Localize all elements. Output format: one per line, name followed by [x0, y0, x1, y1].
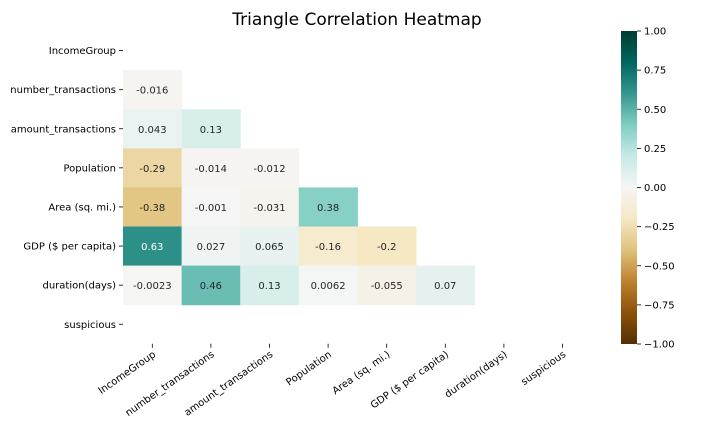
colorbar-gradient — [621, 31, 637, 344]
row-label-gdp-per-capita: GDP ($ per capita) — [23, 242, 116, 253]
cell-value-label: 0.027 — [197, 242, 226, 253]
heatmap-cell-r4-c0 — [123, 187, 183, 227]
cell-value-label: 0.13 — [258, 281, 280, 292]
column-label-area-sq-mi: Area (sq. mi.) — [331, 349, 393, 397]
heatmap-cell-r6-c5 — [416, 265, 476, 306]
heatmap-cell-r4-c1 — [181, 187, 241, 227]
cell-value-label: -0.0023 — [133, 281, 172, 292]
colorbar-tick-label: 1.00 — [644, 27, 666, 38]
cell-value-label: -0.055 — [371, 281, 403, 292]
chart-title: Triangle Correlation Heatmap — [231, 10, 481, 30]
row-label-amount-transactions: amount_transactions — [11, 124, 116, 135]
colorbar-tick-label: −1.00 — [644, 340, 675, 351]
cell-value-label: -0.016 — [136, 86, 168, 97]
column-labels: IncomeGroupnumber_transactionsamount_tra… — [97, 343, 568, 419]
heatmap-cell-r5-c0 — [123, 226, 183, 267]
heatmap-cell-r6-c3 — [298, 265, 358, 306]
heatmap-cell-r6-c0 — [123, 265, 183, 306]
row-label-suspicious: suspicious — [64, 320, 116, 331]
row-label-incomegroup: IncomeGroup — [49, 46, 116, 57]
heatmap-cells: -0.016 0.043 0.13 -0.29 -0.014 -0.012 -0.38 -0.… — [123, 70, 476, 306]
cell-value-label: 0.63 — [141, 242, 163, 253]
cell-value-label: -0.014 — [195, 164, 227, 175]
cell-value-label: -0.012 — [253, 164, 285, 175]
cell-value-label: 0.043 — [138, 125, 167, 136]
heatmap-cell-r6-c4 — [357, 265, 417, 306]
colorbar: 1.00 0.75 0.50 0.25 0.00 −0.25 −0.50 −0.75 −1.00 — [621, 27, 675, 351]
heatmap-cell-r3-c0 — [123, 148, 183, 188]
heatmap-cell-r6-c2 — [240, 265, 300, 306]
heatmap-cell-r5-c2 — [240, 226, 300, 267]
heatmap-cell-r4-c3 — [298, 187, 358, 227]
cell-value-label: -0.031 — [253, 203, 285, 214]
cell-value-label: 0.38 — [317, 203, 339, 214]
cell-value-label: 0.0062 — [311, 281, 346, 292]
heatmap-cell-r1-c0 — [123, 70, 183, 110]
cell-value-label: 0.13 — [200, 125, 222, 136]
cell-value-label: -0.001 — [195, 203, 227, 214]
row-label-area-sq-mi: Area (sq. mi.) — [48, 202, 116, 213]
colorbar-tick-label: −0.75 — [644, 300, 675, 311]
row-labels: IncomeGroup number_transactions amount_tra… — [10, 46, 123, 331]
colorbar-tick-label: 0.75 — [644, 66, 666, 77]
heatmap-cell-r2-c1 — [181, 109, 241, 149]
heatmap-cell-r5-c3 — [298, 226, 358, 267]
cell-value-label: -0.2 — [377, 242, 397, 253]
colorbar-tick-label: 0.50 — [644, 105, 666, 116]
cell-value-label: 0.46 — [200, 281, 222, 292]
cell-value-label: -0.16 — [315, 242, 341, 253]
row-label-number-transactions: number_transactions — [10, 85, 116, 96]
cell-value-label: 0.07 — [434, 281, 456, 292]
column-label-population: Population — [284, 349, 333, 388]
heatmap-cell-r5-c4 — [357, 226, 417, 267]
colorbar-tick-label: 0.25 — [644, 144, 666, 155]
column-label-duration-days: duration(days) — [443, 349, 510, 400]
cell-value-label: 0.065 — [255, 242, 284, 253]
cell-value-label: -0.29 — [139, 164, 165, 175]
heatmap-cell-r3-c2 — [240, 148, 300, 188]
heatmap-cell-r6-c1 — [181, 265, 241, 306]
colorbar-tick-label: −0.50 — [644, 261, 675, 272]
row-label-duration-days: duration(days) — [43, 281, 117, 292]
column-label-suspicious: suspicious — [519, 349, 568, 388]
row-label-population: Population — [63, 163, 116, 174]
column-label-incomegroup: IncomeGroup — [97, 349, 158, 397]
colorbar-tick-label: −0.25 — [644, 222, 675, 233]
heatmap-cell-r3-c1 — [181, 148, 241, 188]
heatmap-cell-r4-c2 — [240, 187, 300, 227]
heatmap-cell-r5-c1 — [181, 226, 241, 267]
cell-value-label: -0.38 — [139, 203, 165, 214]
colorbar-tick-label: 0.00 — [644, 183, 666, 194]
heatmap-cell-r2-c0 — [123, 109, 183, 149]
